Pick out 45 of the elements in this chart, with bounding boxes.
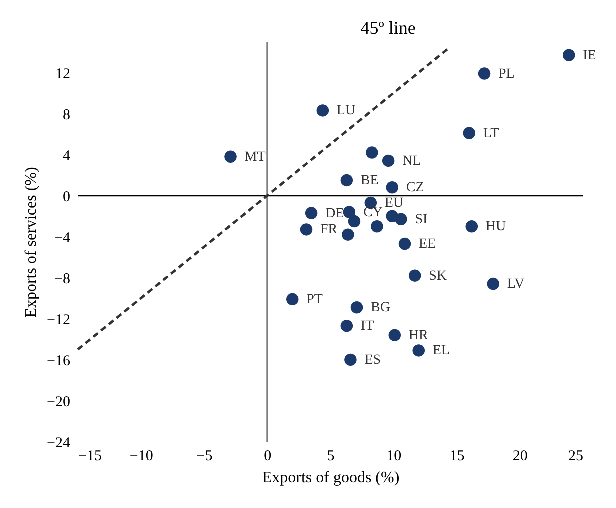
y-tick-label: 4 <box>63 148 71 164</box>
annotation: DE <box>326 206 344 222</box>
annotation: MT <box>244 150 266 165</box>
y-tick-label: −8 <box>54 271 70 288</box>
annotation: FR <box>320 222 338 238</box>
y-tick-label: −16 <box>47 353 71 370</box>
annotation: IT <box>360 319 375 334</box>
annotation: EU <box>384 196 404 212</box>
annotation: PL <box>498 66 515 82</box>
annotation: IE <box>583 48 596 64</box>
x-tick-label: 10 <box>386 448 402 464</box>
y-tick-label: −4 <box>54 230 71 246</box>
annotation: BE <box>360 173 379 188</box>
annotation: SK <box>429 268 447 284</box>
text: 45º line <box>360 18 416 38</box>
x-tick-label: 5 <box>327 448 335 464</box>
y-tick-label: 8 <box>63 107 70 124</box>
annotation: CY <box>363 205 383 220</box>
x-tick-label: 15 <box>450 448 465 464</box>
y-tick-label: −12 <box>47 312 70 328</box>
annotation: LU <box>336 104 356 119</box>
annotation: HR <box>408 328 429 344</box>
x-tick-label: −15 <box>78 448 102 464</box>
x-tick-label: −5 <box>196 448 213 464</box>
annotation: ES <box>364 352 382 368</box>
x-axis-title: Exports of goods (%) <box>262 470 400 486</box>
annotation: PT <box>306 292 324 308</box>
annotation: LV <box>507 277 525 292</box>
annotation: EE <box>418 237 436 252</box>
annotation: LT <box>483 126 500 142</box>
x-tick-label: 25 <box>568 448 584 464</box>
annotation: BG <box>371 300 390 316</box>
annotation: NL <box>402 154 422 169</box>
x-tick-label: −10 <box>130 448 154 464</box>
annotation: EL <box>432 344 450 359</box>
y-tick-label: −20 <box>47 394 70 410</box>
annotation: CZ <box>406 180 424 196</box>
y-tick-label: 0 <box>63 189 70 206</box>
y-tick-label: 12 <box>56 66 70 82</box>
annotation: SI <box>415 212 428 228</box>
y-tick-label: −24 <box>47 436 71 452</box>
annotation: HU <box>486 220 506 235</box>
y-axis-title: Exports of services (%) <box>23 167 40 318</box>
x-tick-label: 0 <box>264 448 272 464</box>
x-tick-label: 20 <box>512 448 528 464</box>
